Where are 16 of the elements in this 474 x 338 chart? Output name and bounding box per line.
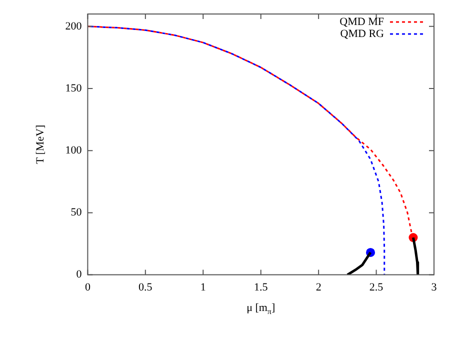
x-tick-label: 0 — [84, 281, 91, 294]
y-tick-label: 150 — [65, 82, 82, 94]
legend-label: QMD RG — [340, 28, 384, 40]
x-tick-label: 2 — [316, 281, 322, 294]
y-tick-label: 200 — [65, 20, 82, 32]
y-tick-label: 0 — [76, 268, 82, 281]
x-tick-label: 1.5 — [254, 281, 268, 294]
x-tick-label: 3 — [431, 281, 438, 294]
x-tick-label: 1 — [200, 281, 206, 294]
x-tick-label: 2.5 — [369, 281, 384, 294]
legend-label: QMD MF — [340, 16, 384, 28]
y-tick-label: 50 — [70, 206, 82, 219]
line-series — [88, 26, 386, 275]
y-tick-label: 100 — [65, 144, 82, 156]
y-axis-title: T [MeV] — [34, 124, 46, 164]
x-tick-label: 0.5 — [138, 281, 153, 294]
